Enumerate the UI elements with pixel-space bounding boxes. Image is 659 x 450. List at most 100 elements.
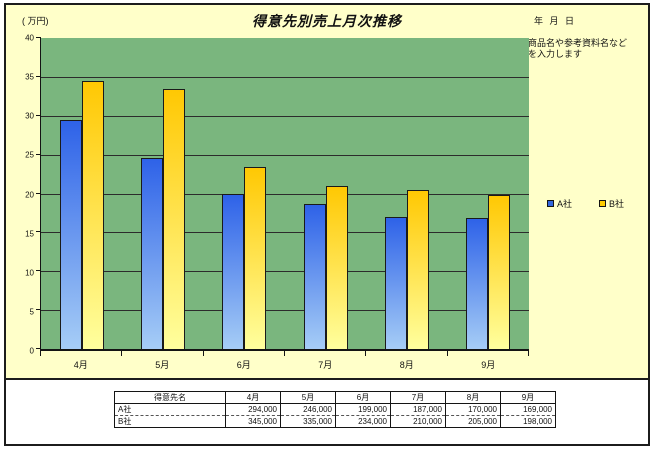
x-tick-label-4月: 4月 xyxy=(73,360,88,370)
table-row-label: B社 xyxy=(114,415,226,428)
bar-B社-7月 xyxy=(325,185,348,349)
y-tick-mark-15 xyxy=(36,231,41,233)
x-tick-mark-4 xyxy=(365,351,367,356)
y-tick-label-0: 0 xyxy=(29,346,34,356)
x-tick-mark-1 xyxy=(121,351,123,356)
table-header-row: 得意先名 4月 5月 6月 7月 8月 9月 xyxy=(114,391,556,404)
y-tick-mark-30 xyxy=(36,114,41,116)
table-value-cell: 198,000 xyxy=(500,415,556,428)
table-zone: 得意先名 4月 5月 6月 7月 8月 9月 A社 294,000 246,000 199,000… xyxy=(6,380,648,444)
table-header-cell: 9月 xyxy=(500,391,556,404)
table-row-A社: A社 294,000 246,000 199,000 187,000 170,000 169… xyxy=(114,403,556,416)
table-value-cell: 205,000 xyxy=(445,415,501,428)
legend-marker-B社 xyxy=(599,200,607,207)
table-value-cell: 234,000 xyxy=(335,415,391,428)
gridline-35 xyxy=(41,76,529,78)
legend-marker-A社 xyxy=(547,200,554,207)
y-tick-label-5: 5 xyxy=(29,307,34,317)
y-tick-mark-35 xyxy=(36,75,41,77)
legend-item-B社: B社 xyxy=(599,197,624,210)
bar-A社-8月 xyxy=(384,216,407,349)
table-value-cell: 210,000 xyxy=(390,415,446,428)
table-value-cell: 246,000 xyxy=(280,403,336,416)
table-value-cell: 335,000 xyxy=(280,415,336,428)
date-label: 年 月 日 xyxy=(534,16,577,26)
y-tick-mark-0 xyxy=(36,348,41,349)
bar-B社-9月 xyxy=(488,195,511,349)
bar-group-4月 xyxy=(41,38,122,349)
table-value-cell: 199,000 xyxy=(335,403,391,416)
bar-A社-6月 xyxy=(222,194,245,349)
bar-group-6月 xyxy=(204,38,285,349)
outer-frame: ( 万円) 得意先別売上月次推移 年 月 日 商品名や参考資料名など を入力しま… xyxy=(4,3,650,446)
table-header-cell: 5月 xyxy=(280,391,336,404)
data-table: 得意先名 4月 5月 6月 7月 8月 9月 A社 294,000 246,000 199,000… xyxy=(114,391,556,428)
plot-area xyxy=(36,37,529,356)
bar-A社-4月 xyxy=(59,120,82,349)
y-tick-mark-5 xyxy=(36,309,41,311)
chart-title: 得意先別売上月次推移 xyxy=(252,13,402,29)
y-tick-mark-25 xyxy=(36,153,41,155)
x-tick-mark-6 xyxy=(528,351,529,356)
x-axis-labels: 4月 5月 6月 7月 8月 9月 xyxy=(40,358,529,371)
table-header-cell: 7月 xyxy=(390,391,446,404)
bar-B社-5月 xyxy=(162,88,185,349)
gridline-10 xyxy=(41,271,529,273)
gridline-20 xyxy=(41,193,529,195)
bar-B社-6月 xyxy=(244,167,267,349)
data-table-body: A社 294,000 246,000 199,000 187,000 170,000 169… xyxy=(114,403,556,428)
legend: A社 B社 xyxy=(547,197,624,210)
bar-group-8月 xyxy=(366,38,447,349)
y-tick-label-35: 35 xyxy=(25,72,34,82)
table-value-cell: 294,000 xyxy=(225,403,281,416)
x-tick-label-5月: 5月 xyxy=(155,360,170,370)
y-tick-label-40: 40 xyxy=(25,33,34,43)
bar-B社-8月 xyxy=(406,189,429,349)
note-text: 商品名や参考資料名など を入力します xyxy=(528,38,628,60)
chart-sheet: ( 万円) 得意先別売上月次推移 年 月 日 商品名や参考資料名など を入力しま… xyxy=(6,5,648,380)
bar-group-7月 xyxy=(285,38,366,349)
x-tick-mark-2 xyxy=(202,351,204,356)
y-tick-label-20: 20 xyxy=(25,190,34,199)
bar-B社-4月 xyxy=(81,80,104,349)
y-tick-label-15: 15 xyxy=(25,229,34,239)
x-tick-mark-5 xyxy=(446,351,448,356)
table-header-cell: 4月 xyxy=(225,391,281,404)
bar-group-9月 xyxy=(448,38,529,349)
table-row-label: A社 xyxy=(114,403,226,416)
bar-A社-7月 xyxy=(303,203,326,349)
y-tick-mark-20 xyxy=(36,192,41,194)
bar-A社-5月 xyxy=(140,157,163,349)
y-axis-labels: 0 5 10 15 20 25 30 35 40 xyxy=(6,34,37,356)
y-axis-unit-label: ( 万円) xyxy=(22,16,49,26)
y-tick-label-30: 30 xyxy=(25,111,34,121)
legend-label-B社: B社 xyxy=(609,199,625,209)
table-header-cell: 得意先名 xyxy=(114,391,226,404)
y-tick-label-25: 25 xyxy=(25,150,34,160)
legend-label-A社: A社 xyxy=(557,199,573,209)
table-header-cell: 8月 xyxy=(445,391,501,404)
y-tick-label-10: 10 xyxy=(25,268,34,278)
table-value-cell: 169,000 xyxy=(500,403,556,416)
bar-group-5月 xyxy=(122,38,203,349)
gridline-30 xyxy=(41,115,529,117)
y-tick-mark-40 xyxy=(36,37,41,38)
x-tick-mark-3 xyxy=(284,351,285,356)
x-tick-mark-0 xyxy=(40,351,41,356)
x-tick-label-9月: 9月 xyxy=(481,360,496,370)
x-tick-label-7月: 7月 xyxy=(318,360,333,370)
x-tick-label-8月: 8月 xyxy=(399,360,414,370)
data-table-head: 得意先名 4月 5月 6月 7月 8月 9月 xyxy=(114,391,556,404)
table-header-cell: 6月 xyxy=(335,391,391,404)
gridline-15 xyxy=(41,232,529,234)
bar-A社-9月 xyxy=(466,217,489,349)
legend-item-A社: A社 xyxy=(547,197,572,210)
bars-layer xyxy=(41,38,529,349)
table-value-cell: 170,000 xyxy=(445,403,501,416)
table-value-cell: 187,000 xyxy=(390,403,446,416)
table-row-B社: B社 345,000 335,000 234,000 210,000 205,000 198… xyxy=(114,415,556,428)
gridline-5 xyxy=(41,310,529,312)
x-tick-label-6月: 6月 xyxy=(236,360,251,370)
gridline-25 xyxy=(41,154,529,156)
